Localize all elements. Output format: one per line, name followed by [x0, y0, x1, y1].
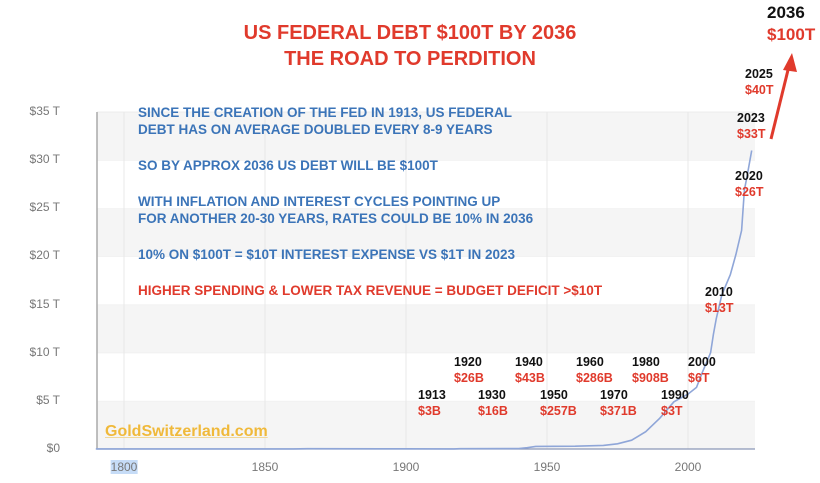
annotation-1930: 1930 $16B [478, 388, 508, 418]
y-tick-label: $10 T [29, 344, 60, 359]
y-tick-label: $15 T [29, 296, 60, 311]
y-tick-label: $35 T [29, 104, 60, 118]
source-watermark: GoldSwitzerland.com [105, 423, 268, 440]
grid-band [97, 112, 755, 161]
grid-band [97, 208, 755, 257]
annotation-2025: 2025 $40T [745, 67, 774, 97]
note-line: WITH INFLATION AND INTEREST CYCLES POINT… [138, 194, 501, 209]
annotation-1970: 1970 $371B [600, 388, 637, 418]
x-tick-label: 2000 [674, 460, 702, 474]
annotation-1913: 1913 $3B [418, 388, 446, 418]
x-tick-label: 1850 [251, 460, 279, 474]
annotation-1940: 1940 $43B [515, 355, 545, 385]
x-tick-label: 1900 [392, 460, 420, 474]
note-line: FOR ANOTHER 20-30 YEARS, RATES COULD BE … [138, 211, 534, 226]
debt-series-line [95, 150, 753, 450]
note-line-highlight: HIGHER SPENDING & LOWER TAX REVENUE = BU… [138, 283, 603, 298]
note-line: SINCE THE CREATION OF THE FED IN 1913, U… [138, 105, 513, 120]
annotation-2036: 2036 $100T [767, 3, 816, 44]
projection-arrow [769, 53, 797, 140]
note-line: SO BY APPROX 2036 US DEBT WILL BE $100T [138, 158, 438, 173]
grid-band [97, 352, 755, 401]
note-line: 10% ON $100T = $10T INTEREST EXPENSE VS … [138, 247, 516, 262]
annotation-2020: 2020 $26T [735, 169, 764, 199]
chart-title-line-1: US FEDERAL DEBT $100T BY 2036 [243, 22, 577, 44]
annotation-1980: 1980 $908B [632, 355, 669, 385]
y-tick-label: $25 T [29, 200, 60, 215]
y-tick-label: $30 T [29, 152, 60, 167]
grid-band [97, 160, 755, 209]
annotation-2010: 2010 $13T [705, 285, 734, 315]
annotation-1950: 1950 $257B [540, 388, 577, 418]
y-tick-label: $0 [46, 441, 60, 455]
y-tick-label: $5 T [36, 392, 60, 407]
annotation-1960: 1960 $286B [576, 355, 613, 385]
annotation-1990: 1990 $3T [661, 388, 689, 418]
grid-band [97, 256, 755, 305]
annotation-2023: 2023 $33T [737, 111, 766, 141]
grid-band [97, 400, 755, 449]
grid-band [97, 304, 755, 353]
note-line: DEBT HAS ON AVERAGE DOUBLED EVERY 8-9 YE… [138, 122, 493, 137]
annotation-2000: 2000 $6T [688, 355, 716, 385]
x-tick-label: 1950 [533, 460, 561, 474]
x-tick-label: 1800 [110, 460, 138, 474]
annotation-1920: 1920 $26B [454, 355, 484, 385]
chart-title-line-2: THE ROAD TO PERDITION [284, 48, 536, 70]
y-tick-label: $20 T [29, 248, 60, 263]
